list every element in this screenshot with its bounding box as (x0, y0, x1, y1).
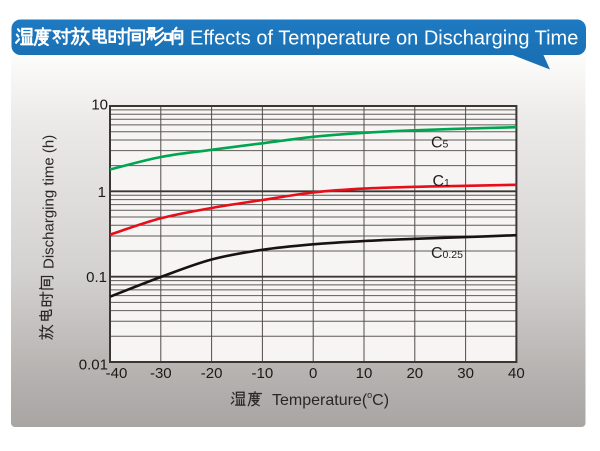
svg-text:Effects of Temperature on Disc: Effects of Temperature on Discharging Ti… (190, 28, 578, 50)
svg-text:C: C (431, 135, 443, 152)
svg-text:0.01: 0.01 (79, 357, 108, 374)
svg-text:-10: -10 (252, 365, 274, 382)
svg-text:30: 30 (457, 365, 474, 382)
svg-text:Discharging time (h): Discharging time (h) (41, 135, 58, 269)
svg-text:0.25: 0.25 (443, 249, 464, 261)
svg-text:C: C (433, 173, 445, 190)
svg-text:-40: -40 (106, 365, 128, 382)
svg-text:10: 10 (356, 365, 373, 382)
svg-text:-20: -20 (201, 365, 223, 382)
svg-text:10: 10 (91, 96, 108, 113)
svg-text:40: 40 (508, 365, 525, 382)
svg-text:5: 5 (443, 139, 449, 151)
svg-text:Temperature(oC): Temperature(oC) (272, 390, 389, 409)
svg-text:C: C (431, 245, 443, 262)
svg-text:1: 1 (98, 184, 106, 201)
svg-text:1: 1 (444, 177, 450, 189)
svg-text:0: 0 (309, 365, 317, 382)
svg-text:0.1: 0.1 (86, 269, 107, 286)
svg-text:-30: -30 (150, 365, 172, 382)
svg-text:20: 20 (406, 365, 423, 382)
